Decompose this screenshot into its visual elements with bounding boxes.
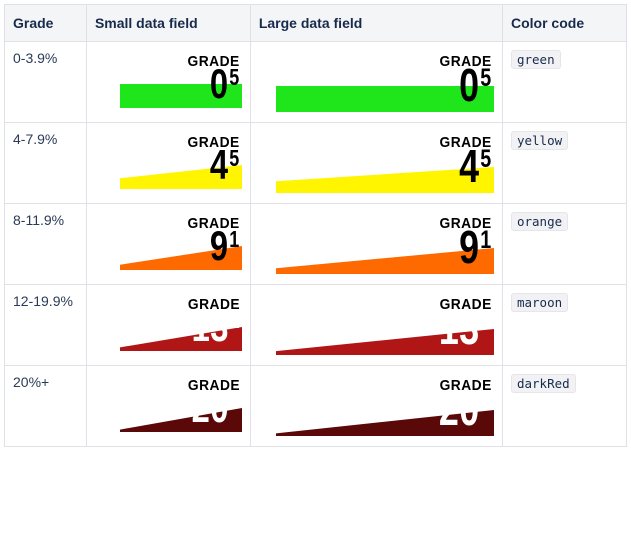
grade-badge-small: GRADE 205 — [120, 378, 242, 432]
col-header-small: Small data field — [86, 5, 250, 42]
grade-badge-small: GRADE 05 — [120, 54, 242, 108]
color-code: maroon — [511, 293, 568, 312]
grade-number: 205 — [439, 391, 492, 429]
header-row: Grade Small data field Large data field … — [5, 5, 627, 42]
grade-badge-small: GRADE 132 — [120, 297, 242, 351]
table-row: 8-11.9% GRADE 91 GRADE 91 orange — [5, 204, 627, 285]
table-row: 12-19.9% GRADE 132 GRADE 132 maroon — [5, 285, 627, 366]
table-row: 4-7.9% GRADE 45 GRADE 45 yellow — [5, 123, 627, 204]
grade-number: 132 — [191, 310, 239, 344]
grade-badge-small: GRADE 45 — [120, 135, 242, 189]
grade-range: 12-19.9% — [13, 293, 73, 309]
col-header-code: Color code — [502, 5, 626, 42]
grade-range: 8-11.9% — [13, 212, 64, 228]
grade-badge-small: GRADE 91 — [120, 216, 242, 270]
grade-number: 205 — [191, 391, 239, 425]
grade-number: 132 — [439, 310, 492, 348]
color-code: orange — [511, 212, 568, 231]
table-row: 0-3.9% GRADE 05 GRADE 05 green — [5, 42, 627, 123]
grade-number: 91 — [196, 229, 240, 263]
grade-badge-large: GRADE 205 — [276, 378, 494, 436]
grade-number: 05 — [196, 67, 240, 101]
grade-range: 20%+ — [13, 374, 49, 390]
grade-badge-large: GRADE 132 — [276, 297, 494, 355]
grade-badge-large: GRADE 91 — [276, 216, 494, 274]
grade-range: 4-7.9% — [13, 131, 57, 147]
grade-number: 45 — [448, 148, 492, 186]
col-header-large: Large data field — [250, 5, 502, 42]
color-code: darkRed — [511, 374, 576, 393]
grade-number: 91 — [448, 229, 492, 267]
grade-number: 45 — [196, 148, 240, 182]
color-code: yellow — [511, 131, 568, 150]
color-code: green — [511, 50, 561, 69]
grade-range: 0-3.9% — [13, 50, 57, 66]
col-header-grade: Grade — [5, 5, 87, 42]
grade-badge-large: GRADE 45 — [276, 135, 494, 193]
grade-badge-large: GRADE 05 — [276, 54, 494, 112]
grade-number: 05 — [448, 67, 492, 105]
table-row: 20%+ GRADE 205 GRADE 205 darkRed — [5, 366, 627, 447]
grade-color-table: Grade Small data field Large data field … — [4, 4, 627, 447]
